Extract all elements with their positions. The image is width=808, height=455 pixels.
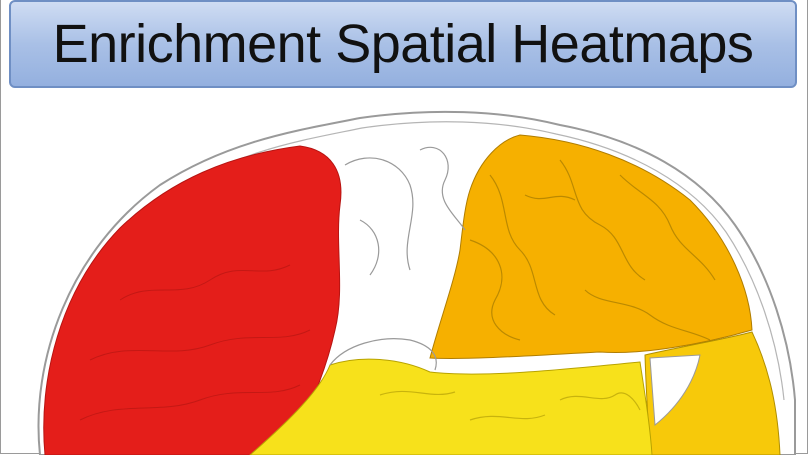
white-region-lines [329,146,466,371]
temporal-gyri-lines [379,390,641,421]
brain-heatmap [37,110,796,455]
page-title: Enrichment Spatial Heatmaps [52,14,754,74]
occipital-gap [649,354,701,426]
parietal-region [429,134,753,359]
temporal-region [249,358,653,455]
frontal-gyri-lines [79,264,311,421]
frontal-region [43,145,342,455]
gyri-lines [469,159,716,341]
title-banner: Enrichment Spatial Heatmaps [9,0,797,88]
